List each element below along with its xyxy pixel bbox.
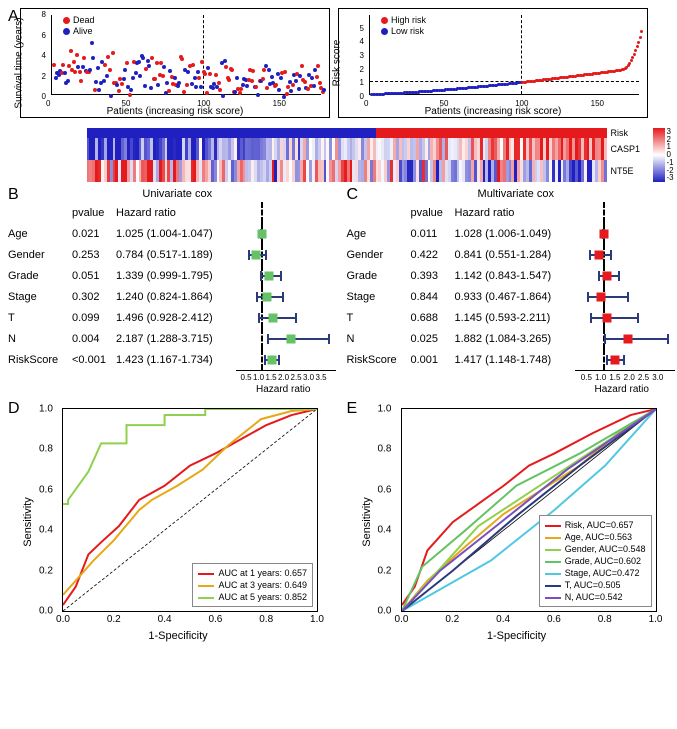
rocD-legend: AUC at 1 years: 0.657AUC at 3 years: 0.6…: [192, 563, 313, 607]
roc-vars: Sensitivity 0.00.00.20.20.40.40.60.60.80…: [347, 402, 677, 642]
forestC-title: Multivariate cox: [347, 188, 677, 200]
risk-ylabel: Risk score: [332, 40, 343, 87]
heatmap: RiskCASP1NT5E3210-1-2-3 Risk Low High: [87, 128, 607, 182]
risk-legend: High riskLow risk: [381, 15, 426, 37]
rocD-area: 0.00.00.20.20.40.40.60.60.80.81.01.0AUC …: [62, 408, 318, 612]
forest-multivariate: Multivariate coxpvalueHazard ratio Age0.…: [347, 188, 677, 390]
scatter-legend: DeadAlive: [63, 15, 95, 37]
roc-time: Sensitivity 0.00.00.20.20.40.40.60.60.80…: [8, 402, 347, 642]
heatmap-row-casp1: [87, 138, 607, 160]
risk-xlabel: Patients (increasing risk score): [425, 106, 562, 117]
forest-row-age: Age0.0111.028 (1.006-1.049): [347, 223, 677, 244]
forest-row-n: N0.0042.187 (1.288-3.715): [8, 328, 347, 349]
scatter-ylabel: Survival time (years): [14, 17, 25, 108]
forest-row-stage: Stage0.3021.240 (0.824-1.864): [8, 286, 347, 307]
rocE-area: 0.00.00.20.20.40.40.60.60.80.81.01.0Risk…: [401, 408, 657, 612]
forestB-title: Univariate cox: [8, 188, 347, 200]
forest-row-riskscore: RiskScore0.0011.417 (1.148-1.748): [347, 349, 677, 370]
forest-row-n: N0.0251.882 (1.084-3.265): [347, 328, 677, 349]
riskscore-curve: Risk score 050100150012345 Patients (inc…: [338, 8, 648, 118]
scatter-xlabel: Patients (increasing risk score): [107, 106, 244, 117]
rocE-legend: Risk, AUC=0.657Age, AUC=0.563Gender, AUC…: [539, 515, 652, 607]
forest-row-grade: Grade0.3931.142 (0.843-1.547): [347, 265, 677, 286]
forest-univariate: Univariate coxpvalueHazard ratio Age0.02…: [8, 188, 347, 390]
heatmap-row-nt5e: [87, 160, 607, 182]
forest-row-t: T0.6881.145 (0.593-2.211): [347, 307, 677, 328]
forest-row-grade: Grade0.0511.339 (0.999-1.795): [8, 265, 347, 286]
forest-row-gender: Gender0.4220.841 (0.551-1.284): [347, 244, 677, 265]
forest-row-gender: Gender0.2530.784 (0.517-1.189): [8, 244, 347, 265]
forest-row-riskscore: RiskScore<0.0011.423 (1.167-1.734): [8, 349, 347, 370]
forest-row-age: Age0.0211.025 (1.004-1.047): [8, 223, 347, 244]
scatter-survival: Survival time (years) 05010015002468 Pat…: [20, 8, 330, 118]
forest-row-t: T0.0991.496 (0.928-2.412): [8, 307, 347, 328]
forest-row-stage: Stage0.8440.933 (0.467-1.864): [347, 286, 677, 307]
heatmap-row-risk: [87, 128, 607, 138]
